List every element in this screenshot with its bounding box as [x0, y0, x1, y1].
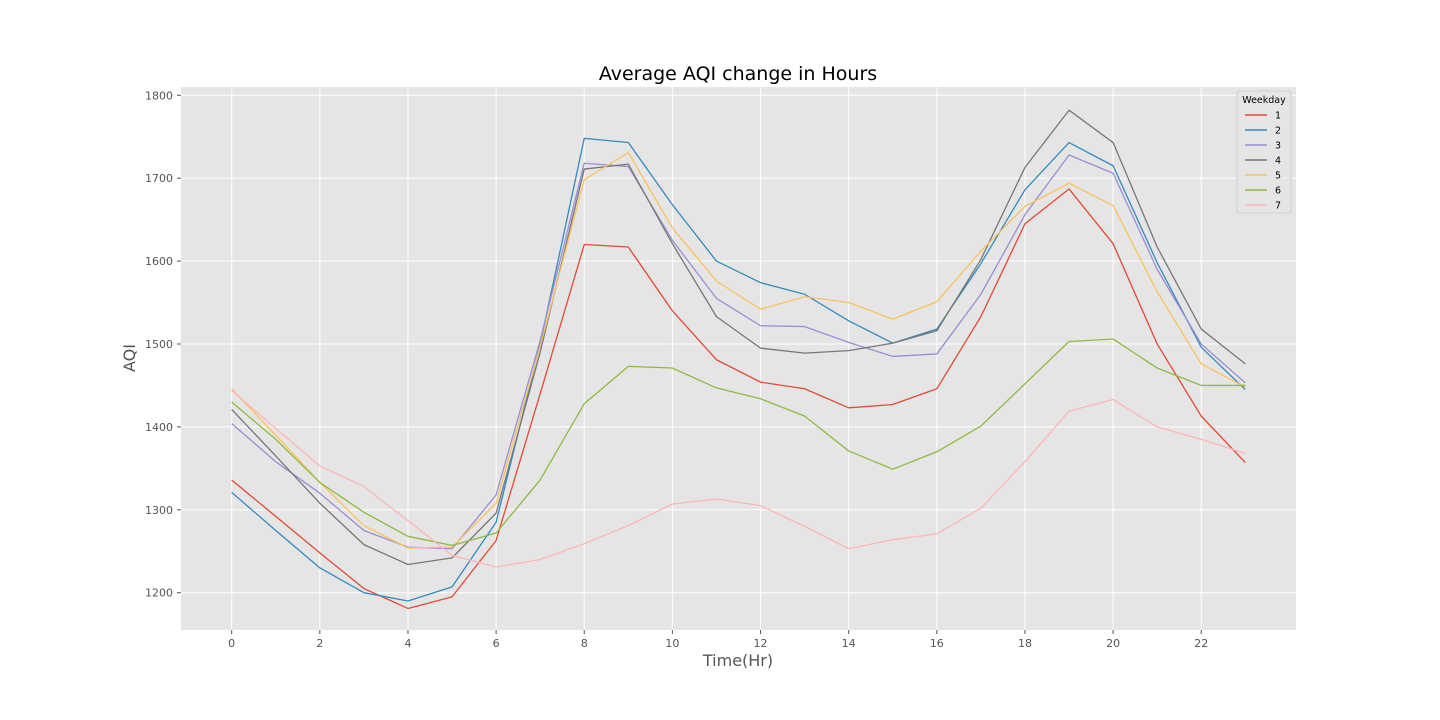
y-tick-label: 1500: [145, 338, 173, 351]
x-tick-label: 0: [228, 637, 235, 650]
legend-frame: [1236, 90, 1292, 214]
x-tick-label: 12: [754, 637, 768, 650]
gridlines: [181, 87, 1296, 630]
x-tick-label: 16: [930, 637, 944, 650]
x-tick-label: 18: [1018, 637, 1032, 650]
x-tick-label: 22: [1194, 637, 1208, 650]
legend-title: Weekday: [1242, 95, 1286, 106]
y-tick-label: 1200: [145, 587, 173, 600]
x-axis-ticks: 0 2 4 6 8 10 12 14 16 18 20 22: [228, 630, 1208, 650]
legend-label-1: 1: [1275, 111, 1281, 122]
legend-label-7: 7: [1275, 201, 1281, 212]
plot-area: [181, 87, 1296, 630]
y-tick-label: 1800: [145, 89, 173, 102]
x-tick-label: 14: [842, 637, 856, 650]
legend-label-4: 4: [1275, 156, 1281, 167]
x-tick-label: 2: [316, 637, 323, 650]
y-tick-label: 1300: [145, 504, 173, 517]
series-line-weekday-2: [231, 137, 1246, 602]
y-tick-label: 1400: [145, 421, 173, 434]
series-line-weekday-5: [231, 151, 1246, 549]
legend-entries: 1 2 3 4 5 6 7: [1245, 111, 1281, 212]
x-tick-label: 10: [665, 637, 679, 650]
x-tick-label: 8: [581, 637, 588, 650]
legend: Weekday 1 2 3 4 5 6 7: [1236, 90, 1292, 214]
legend-label-5: 5: [1275, 171, 1281, 182]
y-axis-label: AQI: [120, 344, 139, 372]
legend-label-2: 2: [1275, 126, 1281, 137]
series-line-weekday-4: [231, 109, 1246, 566]
y-axis-ticks: 1200 1300 1400 1500 1600 1700 1800: [145, 89, 181, 600]
y-tick-label: 1700: [145, 172, 173, 185]
series-line-weekday-1: [231, 188, 1246, 610]
x-axis-label: Time(Hr): [702, 651, 773, 670]
series-line-weekday-6: [231, 338, 1246, 547]
chart-title: Average AQI change in Hours: [599, 63, 877, 85]
series-line-weekday-7: [231, 389, 1246, 568]
x-tick-label: 4: [404, 637, 411, 650]
y-tick-label: 1600: [145, 255, 173, 268]
x-tick-label: 6: [493, 637, 500, 650]
x-tick-label: 20: [1106, 637, 1120, 650]
legend-label-6: 6: [1275, 186, 1281, 197]
series-lines: [231, 109, 1246, 610]
legend-label-3: 3: [1275, 141, 1281, 152]
